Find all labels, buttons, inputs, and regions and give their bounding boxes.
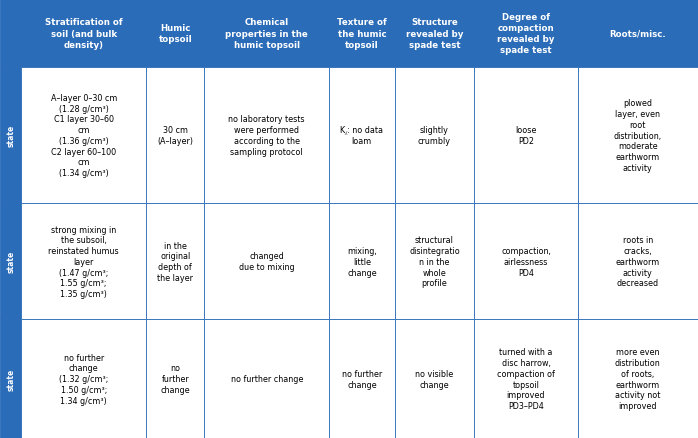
Text: no laboratory tests
were performed
according to the
sampling protocol: no laboratory tests were performed accor… <box>228 115 305 156</box>
Bar <box>146 68 205 204</box>
Text: strong mixing in
the subsoil,
reinstated humus
layer
(1.47 g/cm³;
1.55 g/cm³;
1.: strong mixing in the subsoil, reinstated… <box>48 225 119 298</box>
Bar <box>205 204 329 320</box>
Bar <box>0 320 22 438</box>
Bar <box>0 68 22 204</box>
Bar <box>22 68 146 204</box>
Bar <box>205 320 329 438</box>
Bar <box>146 204 205 320</box>
Text: Stratification of
soil (and bulk
density): Stratification of soil (and bulk density… <box>45 18 123 49</box>
Bar <box>329 68 394 204</box>
Text: state: state <box>6 368 15 390</box>
Bar <box>394 204 475 320</box>
Text: no further
change: no further change <box>342 369 382 389</box>
Text: roots in
cracks,
earthworm
activity
decreased: roots in cracks, earthworm activity decr… <box>616 236 660 288</box>
Text: no visible
change: no visible change <box>415 369 454 389</box>
Bar <box>146 320 205 438</box>
Bar <box>146 0 205 68</box>
Text: K⁁: no data
loam: K⁁: no data loam <box>341 126 383 145</box>
Text: Chemical
properties in the
humic topsoil: Chemical properties in the humic topsoil <box>225 18 308 49</box>
Text: changed
due to mixing: changed due to mixing <box>239 252 295 272</box>
Text: more even
distribution
of roots,
earthworm
activity not
improved: more even distribution of roots, earthwo… <box>615 348 661 410</box>
Bar <box>475 204 578 320</box>
Text: in the
original
depth of
the layer: in the original depth of the layer <box>157 241 193 282</box>
Bar <box>0 0 22 68</box>
Bar <box>578 68 698 204</box>
Text: plowed
layer, even
root
distribution,
moderate
earthworm
activity: plowed layer, even root distribution, mo… <box>614 99 662 173</box>
Text: compaction,
airlessness
PD4: compaction, airlessness PD4 <box>501 247 551 277</box>
Text: no further change: no further change <box>230 374 303 383</box>
Text: structural
disintegratio
n in the
whole
profile: structural disintegratio n in the whole … <box>409 236 460 288</box>
Bar <box>22 204 146 320</box>
Text: mixing,
little
change: mixing, little change <box>347 247 377 277</box>
Bar <box>0 204 22 320</box>
Text: Roots/misc.: Roots/misc. <box>609 29 666 39</box>
Text: Texture of
the humic
topsoil: Texture of the humic topsoil <box>337 18 387 49</box>
Bar <box>578 0 698 68</box>
Bar <box>205 68 329 204</box>
Bar <box>22 0 146 68</box>
Bar <box>329 320 394 438</box>
Text: loose
PD2: loose PD2 <box>515 126 537 145</box>
Bar <box>578 204 698 320</box>
Bar <box>329 0 394 68</box>
Bar <box>394 68 475 204</box>
Text: Structure
revealed by
spade test: Structure revealed by spade test <box>406 18 463 49</box>
Bar <box>22 320 146 438</box>
Text: no
further
change: no further change <box>161 364 190 394</box>
Text: A–layer 0–30 cm
(1.28 g/cm³)
C1 layer 30–60
cm
(1.36 g/cm³)
C2 layer 60–100
cm
(: A–layer 0–30 cm (1.28 g/cm³) C1 layer 30… <box>50 94 117 178</box>
Text: no further
change
(1.32 g/cm³;
1.50 g/cm³;
1.34 g/cm³): no further change (1.32 g/cm³; 1.50 g/cm… <box>59 353 108 405</box>
Bar <box>475 320 578 438</box>
Bar <box>475 0 578 68</box>
Bar <box>394 0 475 68</box>
Bar <box>394 320 475 438</box>
Bar <box>475 68 578 204</box>
Bar <box>329 204 394 320</box>
Text: turned with a
disc harrow,
compaction of
topsoil
improved
PD3–PD4: turned with a disc harrow, compaction of… <box>497 348 555 410</box>
Text: Degree of
compaction
revealed by
spade test: Degree of compaction revealed by spade t… <box>497 13 555 55</box>
Text: 30 cm
(A–layer): 30 cm (A–layer) <box>157 126 193 145</box>
Bar <box>578 320 698 438</box>
Text: Humic
topsoil: Humic topsoil <box>158 24 192 44</box>
Text: state: state <box>6 251 15 273</box>
Text: slightly
crumbly: slightly crumbly <box>418 126 451 145</box>
Text: state: state <box>6 125 15 147</box>
Bar <box>205 0 329 68</box>
